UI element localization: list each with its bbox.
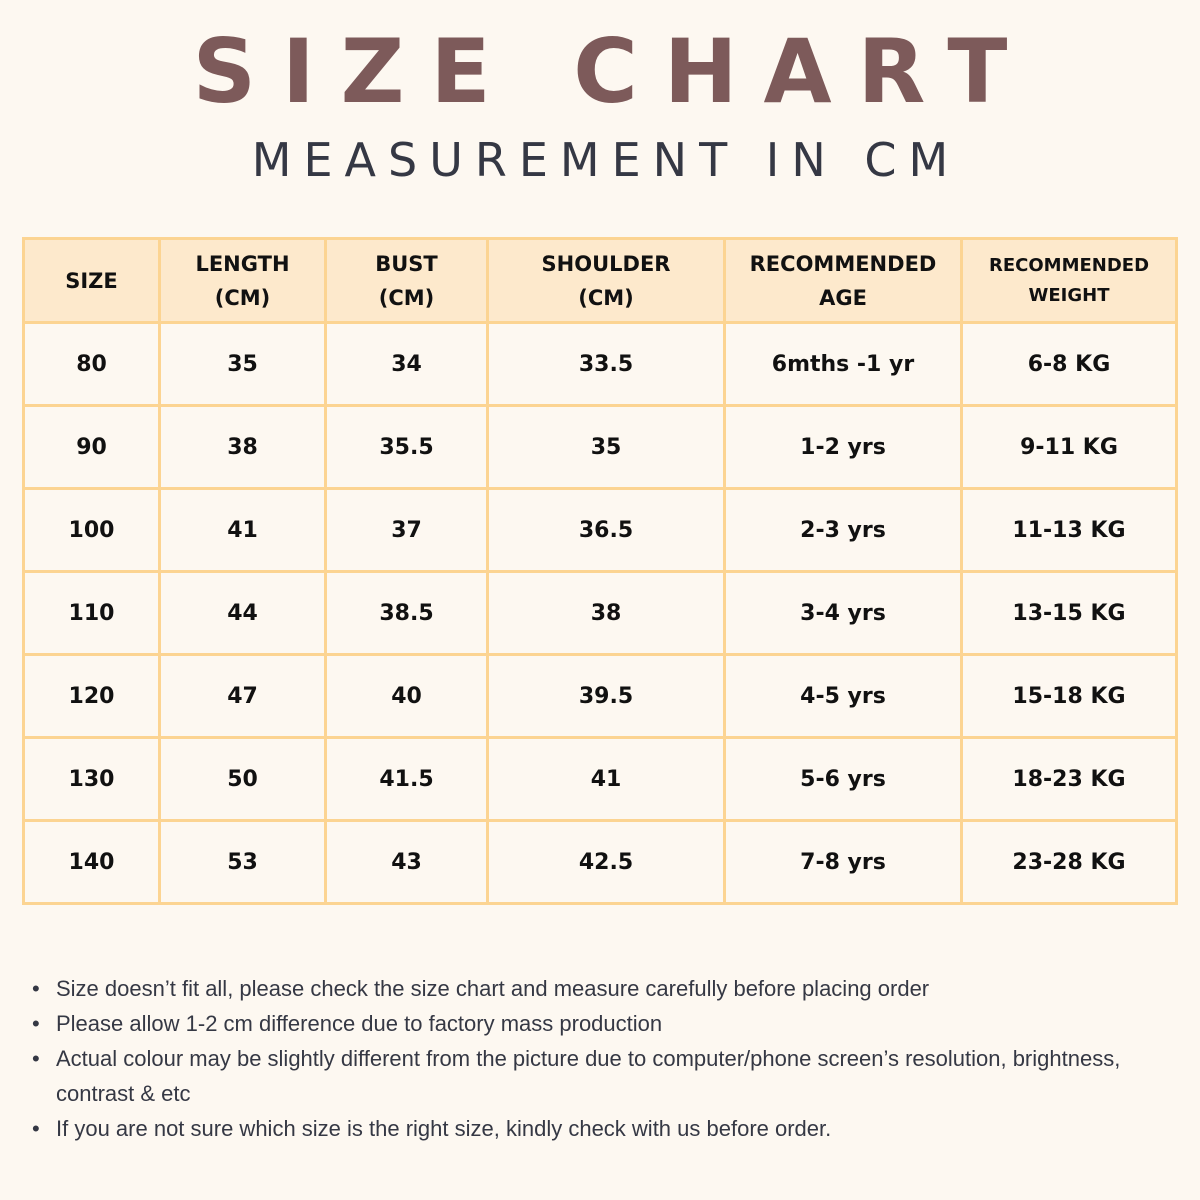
header-weight: RECOMMENDED WEIGHT (960, 237, 1178, 324)
bullet-icon: • (32, 1116, 40, 1141)
header-unit: (CM) (378, 285, 435, 310)
cell-weight: 9-11 KG (960, 404, 1178, 490)
cell-length: 47 (158, 653, 327, 739)
header-text: RECOMMENDED (749, 251, 937, 276)
cell-length: 38 (158, 404, 327, 490)
size-table: SIZE LENGTH (CM) BUST (CM) SHOULDER (CM) RE… (22, 237, 1178, 905)
notes-list: • Size doesn’t fit all, please check the … (30, 971, 1136, 1146)
cell-bust: 41.5 (324, 736, 489, 822)
cell-bust: 37 (324, 487, 489, 573)
header-size: SIZE (22, 237, 161, 324)
note-item: • Please allow 1-2 cm difference due to f… (30, 1006, 1136, 1041)
cell-age: 4-5 yrs (723, 653, 963, 739)
cell-age: 1-2 yrs (723, 404, 963, 490)
table-row: 140 53 43 42.5 7-8 yrs 23-28 KG (22, 819, 1178, 905)
table-row: 80 35 34 33.5 6mths -1 yr 6-8 KG (22, 321, 1178, 407)
header-text: RECOMMENDED (988, 254, 1150, 276)
bullet-icon: • (32, 1011, 40, 1036)
cell-weight: 13-15 KG (960, 570, 1178, 656)
cell-length: 35 (158, 321, 327, 407)
cell-size: 90 (22, 404, 161, 490)
header-age: RECOMMENDED AGE (723, 237, 963, 324)
cell-shoulder: 41 (486, 736, 726, 822)
note-text: Please allow 1-2 cm difference due to fa… (56, 1011, 663, 1036)
cell-weight: 6-8 KG (960, 321, 1178, 407)
cell-bust: 40 (324, 653, 489, 739)
table-row: 130 50 41.5 41 5-6 yrs 18-23 KG (22, 736, 1178, 822)
table-header-row: SIZE LENGTH (CM) BUST (CM) SHOULDER (CM) RE… (22, 237, 1178, 324)
cell-weight: 15-18 KG (960, 653, 1178, 739)
note-item: • Actual colour may be slightly different… (30, 1041, 1136, 1111)
cell-length: 41 (158, 487, 327, 573)
cell-size: 100 (22, 487, 161, 573)
note-item: • If you are not sure which size is the r… (30, 1111, 1136, 1146)
cell-age: 3-4 yrs (723, 570, 963, 656)
table-row: 120 47 40 39.5 4-5 yrs 15-18 KG (22, 653, 1178, 739)
header-text: LENGTH (195, 251, 290, 276)
header-length: LENGTH (CM) (158, 237, 327, 324)
header-text: SIZE (65, 268, 118, 293)
note-text: Actual colour may be slightly different … (56, 1046, 1121, 1106)
cell-size: 80 (22, 321, 161, 407)
page-subtitle: MEASUREMENT IN CM (251, 133, 961, 187)
cell-weight: 18-23 KG (960, 736, 1178, 822)
header-unit: (CM) (214, 285, 271, 310)
cell-weight: 11-13 KG (960, 487, 1178, 573)
header-shoulder: SHOULDER (CM) (486, 237, 726, 324)
header-text: SHOULDER (541, 251, 671, 276)
header-bust: BUST (CM) (324, 237, 489, 324)
cell-weight: 23-28 KG (960, 819, 1178, 905)
cell-bust: 43 (324, 819, 489, 905)
cell-age: 5-6 yrs (723, 736, 963, 822)
table-row: 100 41 37 36.5 2-3 yrs 11-13 KG (22, 487, 1178, 573)
note-text: Size doesn’t fit all, please check the s… (56, 976, 930, 1001)
header-unit: AGE (819, 285, 867, 310)
note-item: • Size doesn’t fit all, please check the … (30, 971, 1136, 1006)
table-row: 90 38 35.5 35 1-2 yrs 9-11 KG (22, 404, 1178, 490)
page-title: SIZE CHART (192, 20, 1034, 123)
cell-size: 110 (22, 570, 161, 656)
cell-length: 50 (158, 736, 327, 822)
cell-size: 140 (22, 819, 161, 905)
cell-shoulder: 36.5 (486, 487, 726, 573)
cell-size: 130 (22, 736, 161, 822)
header-text: BUST (375, 251, 438, 276)
cell-shoulder: 42.5 (486, 819, 726, 905)
header-unit: WEIGHT (1028, 284, 1110, 306)
cell-length: 44 (158, 570, 327, 656)
cell-shoulder: 39.5 (486, 653, 726, 739)
cell-age: 6mths -1 yr (723, 321, 963, 407)
cell-age: 7-8 yrs (723, 819, 963, 905)
bullet-icon: • (32, 1046, 40, 1071)
cell-size: 120 (22, 653, 161, 739)
cell-shoulder: 33.5 (486, 321, 726, 407)
cell-shoulder: 38 (486, 570, 726, 656)
cell-age: 2-3 yrs (723, 487, 963, 573)
cell-bust: 34 (324, 321, 489, 407)
table-row: 110 44 38.5 38 3-4 yrs 13-15 KG (22, 570, 1178, 656)
cell-bust: 35.5 (324, 404, 489, 490)
cell-shoulder: 35 (486, 404, 726, 490)
cell-bust: 38.5 (324, 570, 489, 656)
header-unit: (CM) (578, 285, 634, 310)
cell-length: 53 (158, 819, 327, 905)
bullet-icon: • (32, 976, 40, 1001)
note-text: If you are not sure which size is the ri… (56, 1116, 832, 1141)
